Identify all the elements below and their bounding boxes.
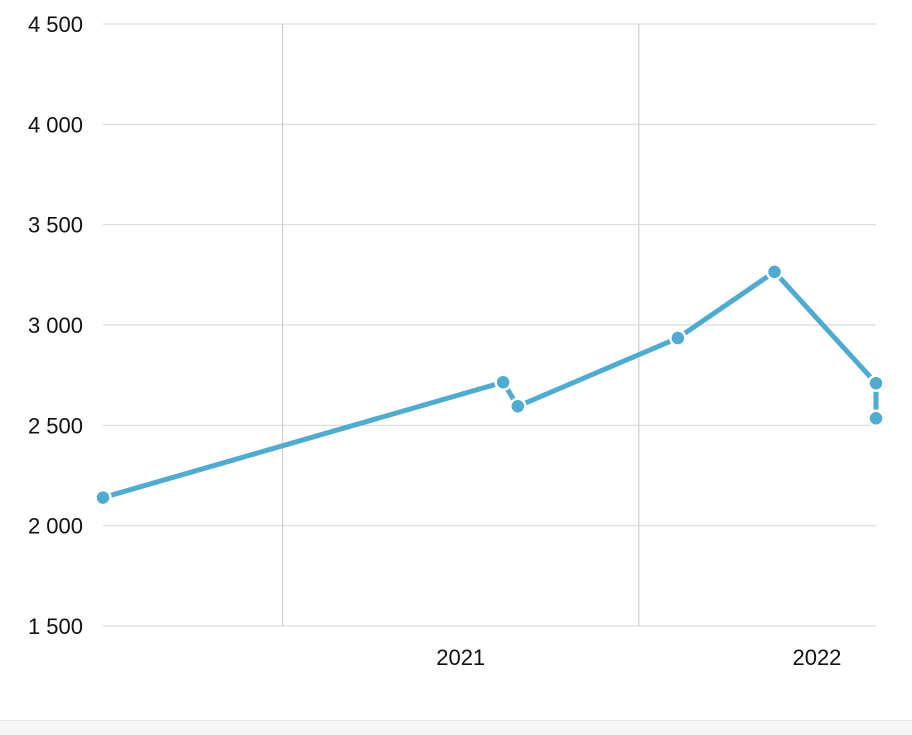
y-axis-tick-labels: 1 500 2 000 2 500 3 000 3 500 4 000 4 500	[28, 12, 83, 639]
y-tick-label: 3 500	[28, 213, 83, 238]
y-tick-label: 3 000	[28, 313, 83, 338]
grid	[103, 23, 876, 627]
y-tick-label: 1 500	[28, 614, 83, 639]
data-point[interactable]	[669, 329, 687, 347]
y-tick-label: 2 500	[28, 413, 83, 438]
y-tick-label: 2 000	[28, 514, 83, 539]
series	[94, 263, 885, 507]
data-point[interactable]	[765, 263, 784, 281]
x-tick-label: 2022	[792, 645, 841, 670]
y-tick-label: 4 500	[28, 12, 83, 37]
data-point[interactable]	[494, 373, 512, 391]
data-point[interactable]	[94, 488, 112, 507]
series-line	[100, 269, 879, 501]
line-chart: 1 500 2 000 2 500 3 000 3 500 4 000 4 500 2021…	[28, 12, 885, 670]
y-tick-label: 4 000	[28, 112, 83, 137]
x-tick-label: 2021	[436, 645, 485, 670]
data-point[interactable]	[867, 374, 885, 392]
data-point[interactable]	[867, 409, 885, 428]
chart-footer-bar	[0, 720, 912, 735]
x-axis-tick-labels: 2021 2022	[436, 645, 841, 670]
data-point[interactable]	[509, 397, 527, 416]
